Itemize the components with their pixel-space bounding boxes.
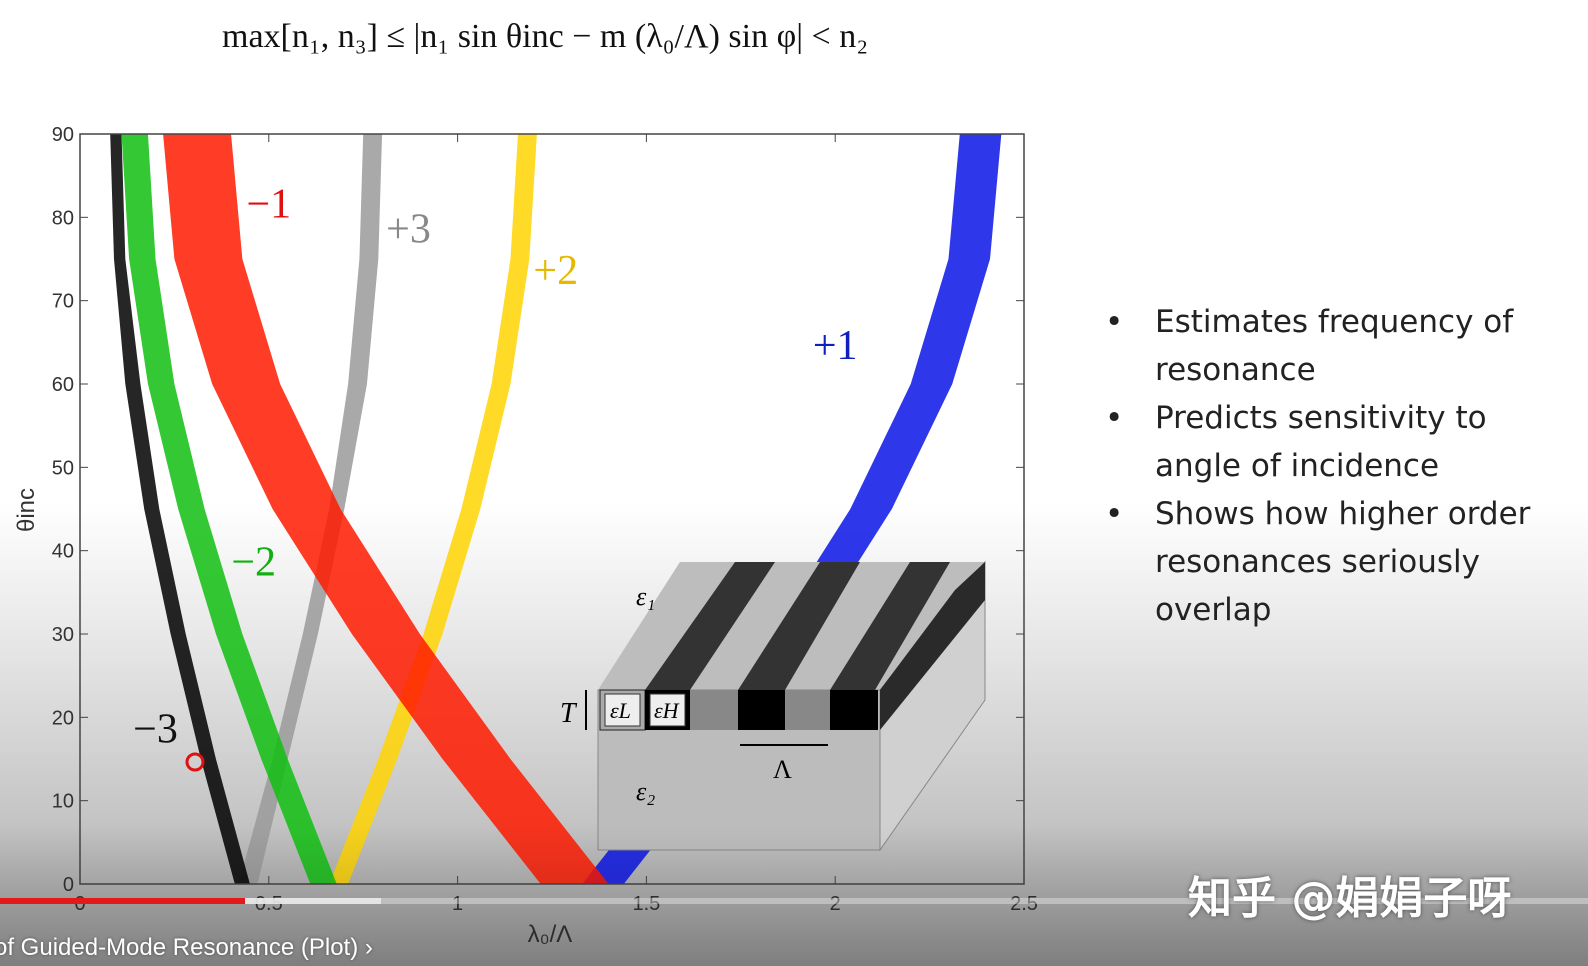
band-order-−1 <box>163 134 609 884</box>
y-tick-label: 50 <box>52 457 74 479</box>
y-axis-label: θinc <box>13 488 40 532</box>
chevron-right-icon: › <box>364 934 373 961</box>
y-tick-label: 10 <box>52 791 74 813</box>
order-label: −1 <box>246 181 291 227</box>
inset-epsL: εL <box>610 698 631 723</box>
x-tick-label: 2.5 <box>1010 893 1038 915</box>
order-label: −3 <box>133 706 178 752</box>
bullet-item: Predicts sensitivity to angle of inciden… <box>1105 394 1575 490</box>
x-tick-label: 2 <box>830 893 841 915</box>
y-tick-label: 80 <box>52 207 74 229</box>
inset-epsH: εH <box>654 698 680 723</box>
bullet-item: Estimates frequency of resonance <box>1105 298 1575 394</box>
inset-thickness: T <box>560 698 578 729</box>
watermark: 知乎 @娟娟子呀 <box>1188 873 1512 924</box>
y-tick-label: 30 <box>52 624 74 646</box>
x-axis-label: λ₀/Λ <box>528 921 573 948</box>
y-tick-label: 60 <box>52 374 74 396</box>
y-tick-label: 40 <box>52 541 74 563</box>
bullet-list: Estimates frequency of resonance Predict… <box>1105 298 1575 634</box>
order-label: +2 <box>533 248 578 294</box>
order-label: +3 <box>386 206 431 252</box>
band-order-−2 <box>121 134 337 884</box>
bullet-item: Shows how higher order resonances seriou… <box>1105 490 1575 634</box>
order-label: −2 <box>231 540 276 586</box>
x-tick-label: 0.5 <box>255 893 283 915</box>
grating-inset: ε₁ εL εH T Λ ε₂ <box>560 560 986 852</box>
x-tick-label: 0 <box>74 893 85 915</box>
order-label: +1 <box>813 323 858 369</box>
y-tick-label: 20 <box>52 707 74 729</box>
played-bar <box>0 898 245 904</box>
inset-eps2: ε₂ <box>636 777 655 806</box>
video-chapter-title[interactable]: of Guided-Mode Resonance (Plot) › <box>0 934 373 962</box>
progress-bar[interactable] <box>0 898 1588 904</box>
y-tick-label: 90 <box>52 124 74 146</box>
band-order-+1 <box>582 134 1002 884</box>
y-tick-label: 70 <box>52 291 74 313</box>
band-order-+2 <box>329 134 537 884</box>
x-tick-label: 1 <box>452 893 463 915</box>
band-order-+3 <box>238 134 383 884</box>
chapter-title-text: of Guided-Mode Resonance (Plot) <box>0 934 359 961</box>
formula: max[n₁, n₃] ≤ |n₁ sin θinc − m (λ₀/Λ) si… <box>222 18 869 55</box>
cursor-marker <box>185 752 205 772</box>
plot-frame <box>79 133 1025 885</box>
inset-eps1: ε₁ <box>636 582 655 611</box>
y-tick-label: 0 <box>63 874 74 896</box>
x-tick-label: 1.5 <box>632 893 660 915</box>
inset-period: Λ <box>773 755 792 784</box>
